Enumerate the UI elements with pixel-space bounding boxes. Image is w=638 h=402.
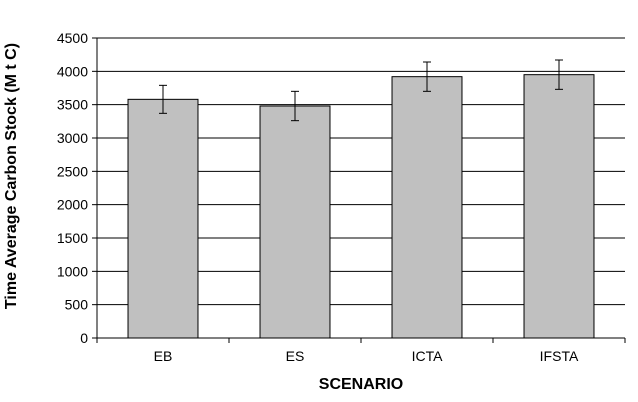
y-tick-label: 2000 xyxy=(57,197,88,213)
x-axis-title: SCENARIO xyxy=(319,376,403,393)
y-axis-title: Time Average Carbon Stock (M t C) xyxy=(3,43,20,309)
x-tick-label-es: ES xyxy=(286,348,305,364)
y-tick-label: 1000 xyxy=(57,263,88,279)
bar-icta xyxy=(391,76,463,339)
tick-labels: 0 500 1000 1500 2000 2500 3000 3500 4000 4500 EB ES… xyxy=(57,30,579,364)
bars xyxy=(127,74,595,339)
y-tick-label: 4000 xyxy=(57,63,88,79)
x-tick-label-icta: ICTA xyxy=(412,348,444,364)
y-tick-label: 500 xyxy=(65,297,89,313)
error-bars xyxy=(159,59,563,122)
y-tick-label: 0 xyxy=(80,330,88,346)
y-tick-label: 1500 xyxy=(57,230,88,246)
y-tick-label: 3000 xyxy=(57,130,88,146)
x-tick-label-eb: EB xyxy=(154,348,173,364)
y-tick-label: 4500 xyxy=(57,30,88,46)
y-tick-label: 2500 xyxy=(57,163,88,179)
x-tick-label-ifsta: IFSTA xyxy=(540,348,579,364)
bar-es xyxy=(259,105,331,339)
bar-eb xyxy=(127,98,199,339)
axes xyxy=(92,37,626,343)
y-tick-label: 3500 xyxy=(57,97,88,113)
bar-ifsta xyxy=(523,74,595,339)
